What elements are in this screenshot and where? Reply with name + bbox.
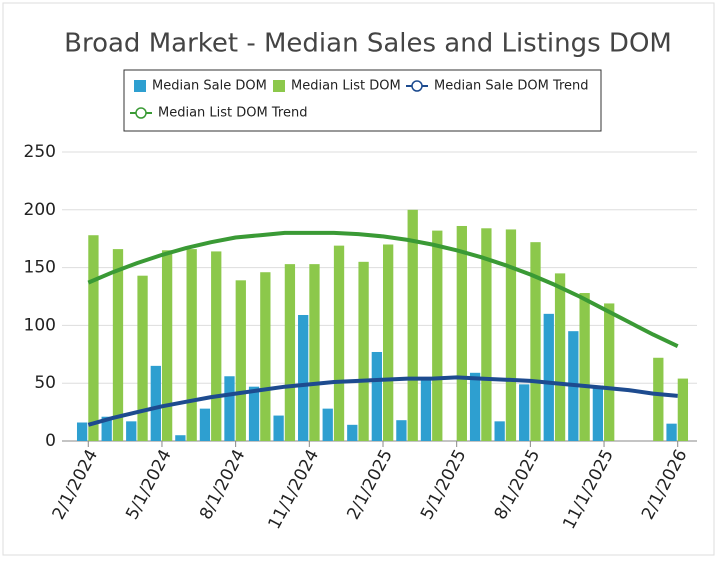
bar [666, 423, 677, 441]
y-tick-label: 100 [24, 315, 56, 335]
bar [543, 313, 554, 441]
bar [126, 421, 137, 441]
bar [505, 229, 517, 441]
legend-label: Median List DOM [291, 79, 401, 94]
bar [494, 421, 505, 441]
y-tick-label: 50 [34, 373, 56, 393]
bar [224, 376, 235, 441]
bar [653, 357, 664, 441]
bar [604, 303, 615, 441]
bar [298, 314, 309, 441]
bar [186, 249, 197, 441]
bar [333, 245, 345, 441]
bar [161, 250, 173, 441]
bar [371, 351, 382, 441]
legend-swatch [134, 80, 146, 92]
bar [137, 275, 148, 441]
bar [211, 251, 222, 441]
bar [554, 273, 566, 441]
legend-marker [411, 80, 423, 92]
bar [88, 235, 99, 441]
bar [273, 415, 284, 441]
legend-swatch [273, 80, 285, 92]
legend-label: Median Sale DOM Trend [434, 79, 589, 94]
bar [481, 228, 492, 441]
bar [112, 249, 124, 441]
y-tick-label: 250 [24, 142, 56, 162]
bar [235, 280, 246, 441]
legend-box [123, 69, 602, 132]
bar [530, 242, 541, 441]
bar [322, 408, 333, 441]
bar [407, 209, 418, 441]
bar [347, 424, 358, 441]
bar [358, 261, 369, 441]
legend-marker [135, 107, 147, 119]
bar [469, 372, 481, 441]
bar [101, 416, 112, 441]
chart-title: Broad Market - Median Sales and Listings… [64, 29, 672, 59]
legend-label: Median Sale DOM [152, 79, 267, 94]
bar [199, 408, 211, 441]
bar [579, 293, 590, 441]
bar [76, 422, 88, 441]
bar [420, 377, 432, 441]
bar [260, 272, 271, 441]
bar [396, 420, 407, 441]
legend-label: Median List DOM Trend [158, 106, 307, 121]
bar [284, 264, 296, 441]
bar [592, 385, 604, 441]
bar [519, 384, 530, 441]
bar [456, 225, 467, 441]
trend-line [87, 230, 679, 349]
bar [150, 365, 161, 441]
bar [432, 230, 443, 441]
bar [677, 378, 689, 441]
bar [309, 264, 320, 441]
trend-line [87, 375, 678, 427]
y-tick-label: 150 [24, 258, 56, 278]
bar [248, 386, 260, 441]
y-tick-label: 0 [45, 431, 56, 451]
y-tick-label: 200 [24, 200, 56, 220]
bar [383, 244, 394, 441]
bar [175, 435, 186, 441]
